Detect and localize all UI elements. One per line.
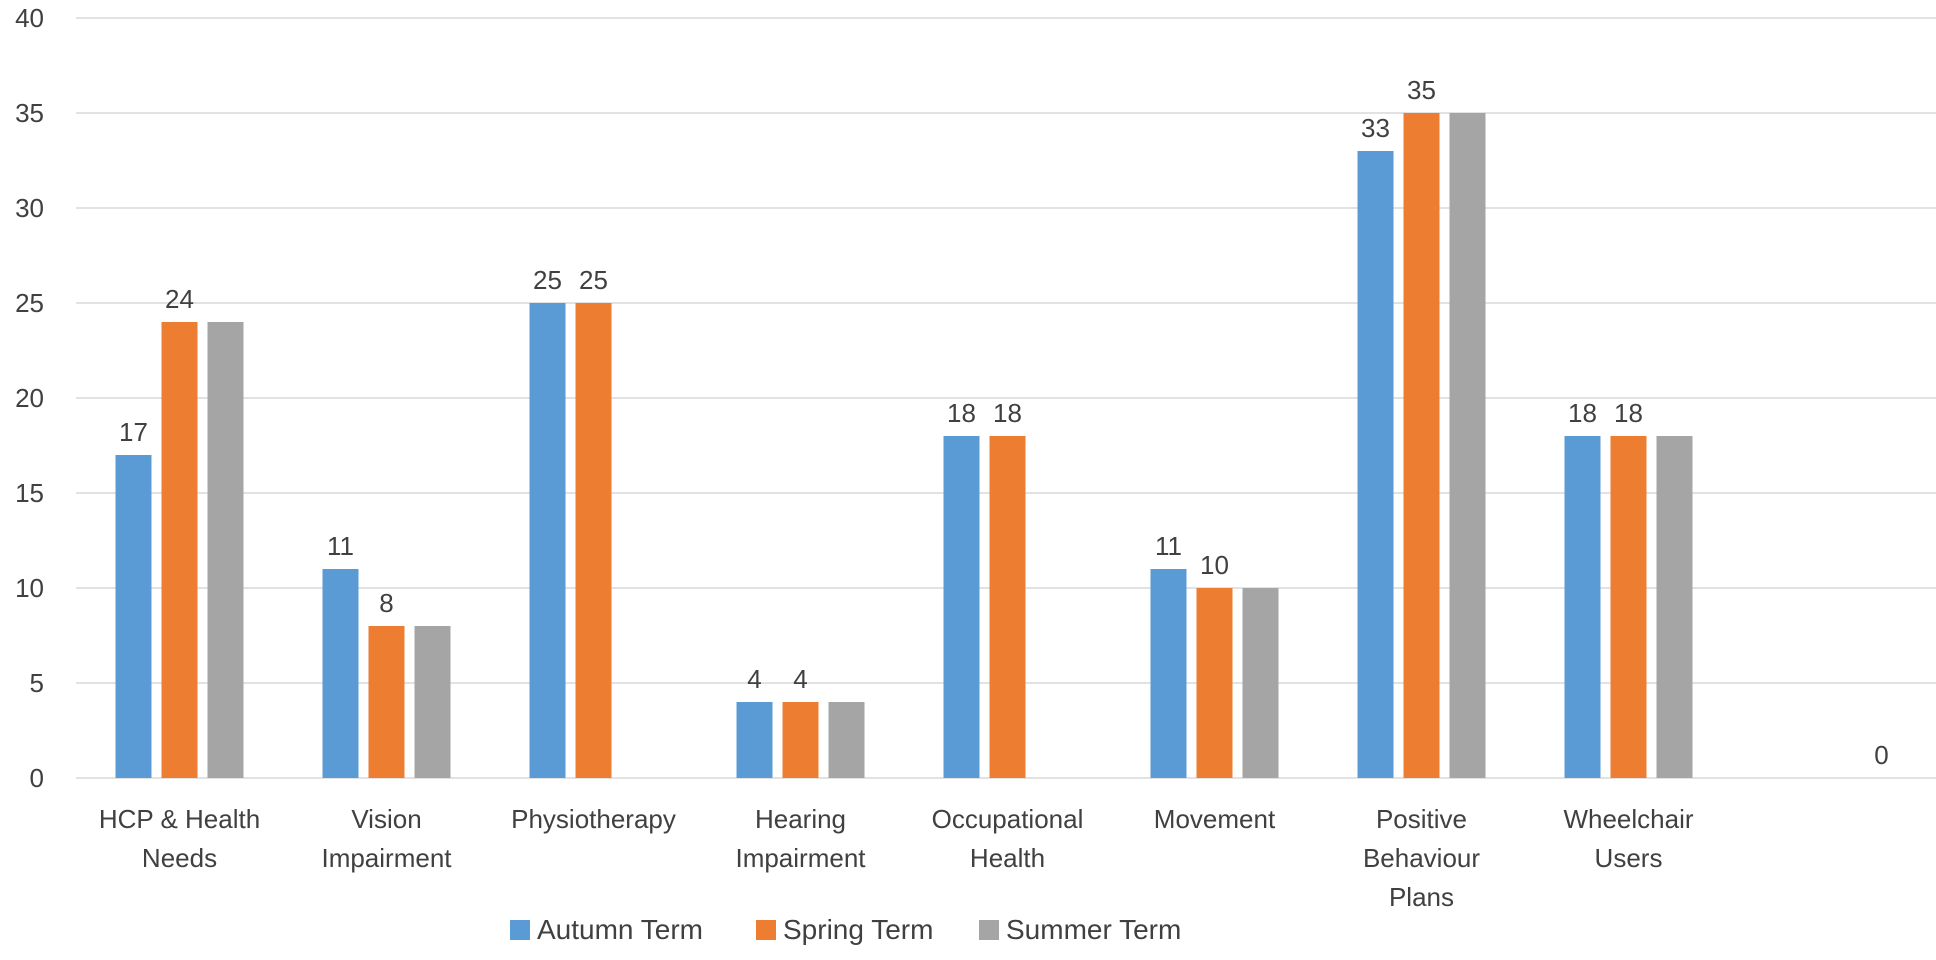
y-tick-label: 25 [15,288,44,318]
data-label: 11 [327,531,354,561]
bar-spring-term [1196,588,1233,778]
x-tick-label: Vision [351,804,421,834]
data-label: 8 [379,588,393,618]
data-label: 4 [793,664,807,694]
bar-summer-term [828,702,865,778]
bar-spring-term [161,322,198,778]
data-label: 25 [579,265,608,295]
x-tick-label: Occupational [932,804,1084,834]
x-tick-label: HCP & Health [99,804,260,834]
bar-autumn-term [529,303,566,778]
x-tick-label: Physiotherapy [511,804,676,834]
bar-autumn-term [736,702,773,778]
y-tick-label: 20 [15,383,44,413]
legend-label: Spring Term [783,914,933,945]
data-label: 18 [993,398,1022,428]
data-label: 35 [1407,75,1436,105]
bar-autumn-term [943,436,980,778]
data-label: 11 [1155,531,1182,561]
data-label: 10 [1200,550,1229,580]
y-tick-label: 30 [15,193,44,223]
bar-spring-term [989,436,1026,778]
bar-spring-term [782,702,819,778]
x-tick-label: Positive [1376,804,1467,834]
bar-spring-term [1403,113,1440,778]
legend-swatch-summer-term [979,920,999,940]
x-tick-label: Impairment [321,843,452,873]
y-tick-label: 10 [15,573,44,603]
data-label: 0 [1874,740,1888,770]
x-tick-label: Movement [1154,804,1276,834]
x-tick-label: Users [1595,843,1663,873]
legend-swatch-spring-term [756,920,776,940]
bar-autumn-term [1357,151,1394,778]
x-tick-label: Impairment [735,843,866,873]
x-tick-label: Wheelchair [1563,804,1693,834]
bar-autumn-term [115,455,152,778]
y-tick-label: 15 [15,478,44,508]
bar-summer-term [1242,588,1279,778]
legend-label: Autumn Term [537,914,703,945]
data-label: 17 [119,417,148,447]
x-tick-label: Health [970,843,1045,873]
data-label: 4 [747,664,761,694]
bar-autumn-term [1150,569,1187,778]
data-label: 18 [947,398,976,428]
bar-autumn-term [322,569,359,778]
bar-summer-term [1449,113,1486,778]
bar-spring-term [1610,436,1647,778]
x-tick-label: Behaviour [1363,843,1480,873]
legend-label: Summer Term [1006,914,1181,945]
data-label: 18 [1614,398,1643,428]
data-label: 25 [533,265,562,295]
x-tick-label: Needs [142,843,217,873]
y-tick-label: 5 [30,668,44,698]
bar-summer-term [414,626,451,778]
bar-spring-term [368,626,405,778]
bar-summer-term [1656,436,1693,778]
legend-swatch-autumn-term [510,920,530,940]
bar-summer-term [207,322,244,778]
y-tick-label: 35 [15,98,44,128]
y-tick-label: 0 [30,763,44,793]
bar-spring-term [575,303,612,778]
data-label: 24 [165,284,194,314]
x-tick-label: Plans [1389,882,1454,912]
data-label: 33 [1361,113,1390,143]
x-tick-label: Hearing [755,804,846,834]
data-label: 18 [1568,398,1597,428]
y-tick-label: 40 [15,3,44,33]
bar-autumn-term [1564,436,1601,778]
